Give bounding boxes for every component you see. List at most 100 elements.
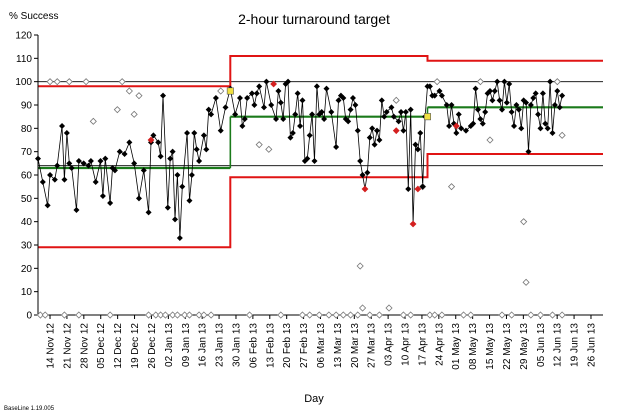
data-point [289,130,296,136]
data-point [63,130,70,136]
data-point [66,160,73,167]
excluded-point [447,183,456,191]
data-point [174,172,181,178]
data-point [390,113,397,120]
data-point [402,109,409,115]
data-point [523,99,530,106]
excluded-point [399,311,408,319]
chart-title: 2-hour turnaround target [238,11,390,27]
y-tick-label: 40 [21,217,33,228]
data-point [371,141,378,148]
x-tick-label: 08 May 13 [468,323,479,370]
data-point [414,146,421,153]
y-tick-label: 120 [15,31,32,42]
data-point [261,104,267,111]
data-point [186,197,193,204]
x-tick-label: 16 Jan 13 [198,323,209,367]
x-tick-label: 29 May 13 [519,323,530,370]
data-point [359,172,366,178]
data-point [121,151,128,157]
x-tick-label: 12 Dec 12 [113,323,124,369]
data-point [287,134,294,141]
excluded-point [366,311,374,319]
y-tick-label: 80 [21,124,33,135]
x-tick-label: 27 Mar 13 [367,323,378,368]
data-point [241,116,248,122]
data-point [61,176,68,183]
mean-lines [38,106,603,170]
excluded-point [467,311,475,319]
data-point [559,92,566,99]
data-point [44,202,51,209]
excluded-point [558,131,566,139]
excluded-point [558,311,566,319]
data-point [111,167,118,174]
excluded-point [359,304,367,312]
data-point [59,123,66,129]
x-tick-label: 06 Feb 13 [248,323,259,368]
excluded-point [157,311,165,319]
excluded-point [195,311,203,319]
data-point [73,207,80,213]
y-tick-label: 90 [21,101,33,112]
signal-point [452,122,460,130]
data-point [518,125,525,132]
data-point [135,195,142,202]
data-point [304,155,311,162]
axes [37,35,603,316]
excluded-point [125,87,133,95]
data-point [97,158,104,164]
data-point [35,155,41,162]
excluded-point [41,311,49,319]
excluded-point [255,141,263,149]
data-point [501,78,508,85]
data-point [116,148,123,155]
excluded-point [130,110,138,118]
data-point [400,127,407,134]
data-point [140,167,147,174]
data-point [323,85,330,92]
excluded-point [553,78,561,86]
data-point [347,106,354,113]
excluded-point [65,78,73,86]
excluded-points [36,78,566,319]
excluded-point [407,311,415,319]
data-point [515,106,522,113]
data-point [232,111,239,118]
signal-point [147,136,155,144]
x-tick-label: 09 Jan 13 [181,323,192,367]
data-point [395,118,402,125]
data-point [419,183,426,190]
x-tick-label: 26 Jun 13 [587,323,598,367]
data-point [366,134,373,141]
excluded-point [135,92,143,100]
data-point [285,78,292,85]
data-point [256,83,263,90]
data-point [145,209,152,216]
excluded-point [113,106,121,114]
x-tick-label: 23 Jan 13 [215,323,226,367]
signal-point [414,185,422,193]
data-point [239,123,246,129]
excluded-point [392,96,400,104]
data-point [458,125,465,132]
data-point [345,118,352,125]
excluded-point [169,311,177,319]
data-point [487,88,493,94]
y-axis-label: % Success [9,11,58,22]
data-point [176,235,183,241]
data-point [251,102,258,108]
excluded-point [181,311,189,319]
data-point [191,130,198,136]
data-point [200,132,207,139]
data-point [381,113,388,120]
excluded-point [315,311,323,319]
data-point [549,130,556,136]
data-point [340,95,347,101]
data-point [354,127,361,134]
x-tick-label: 06 Mar 13 [316,323,327,368]
data-point [169,148,176,155]
data-point [80,160,87,167]
excluded-point [385,304,393,312]
data-point [535,111,542,118]
